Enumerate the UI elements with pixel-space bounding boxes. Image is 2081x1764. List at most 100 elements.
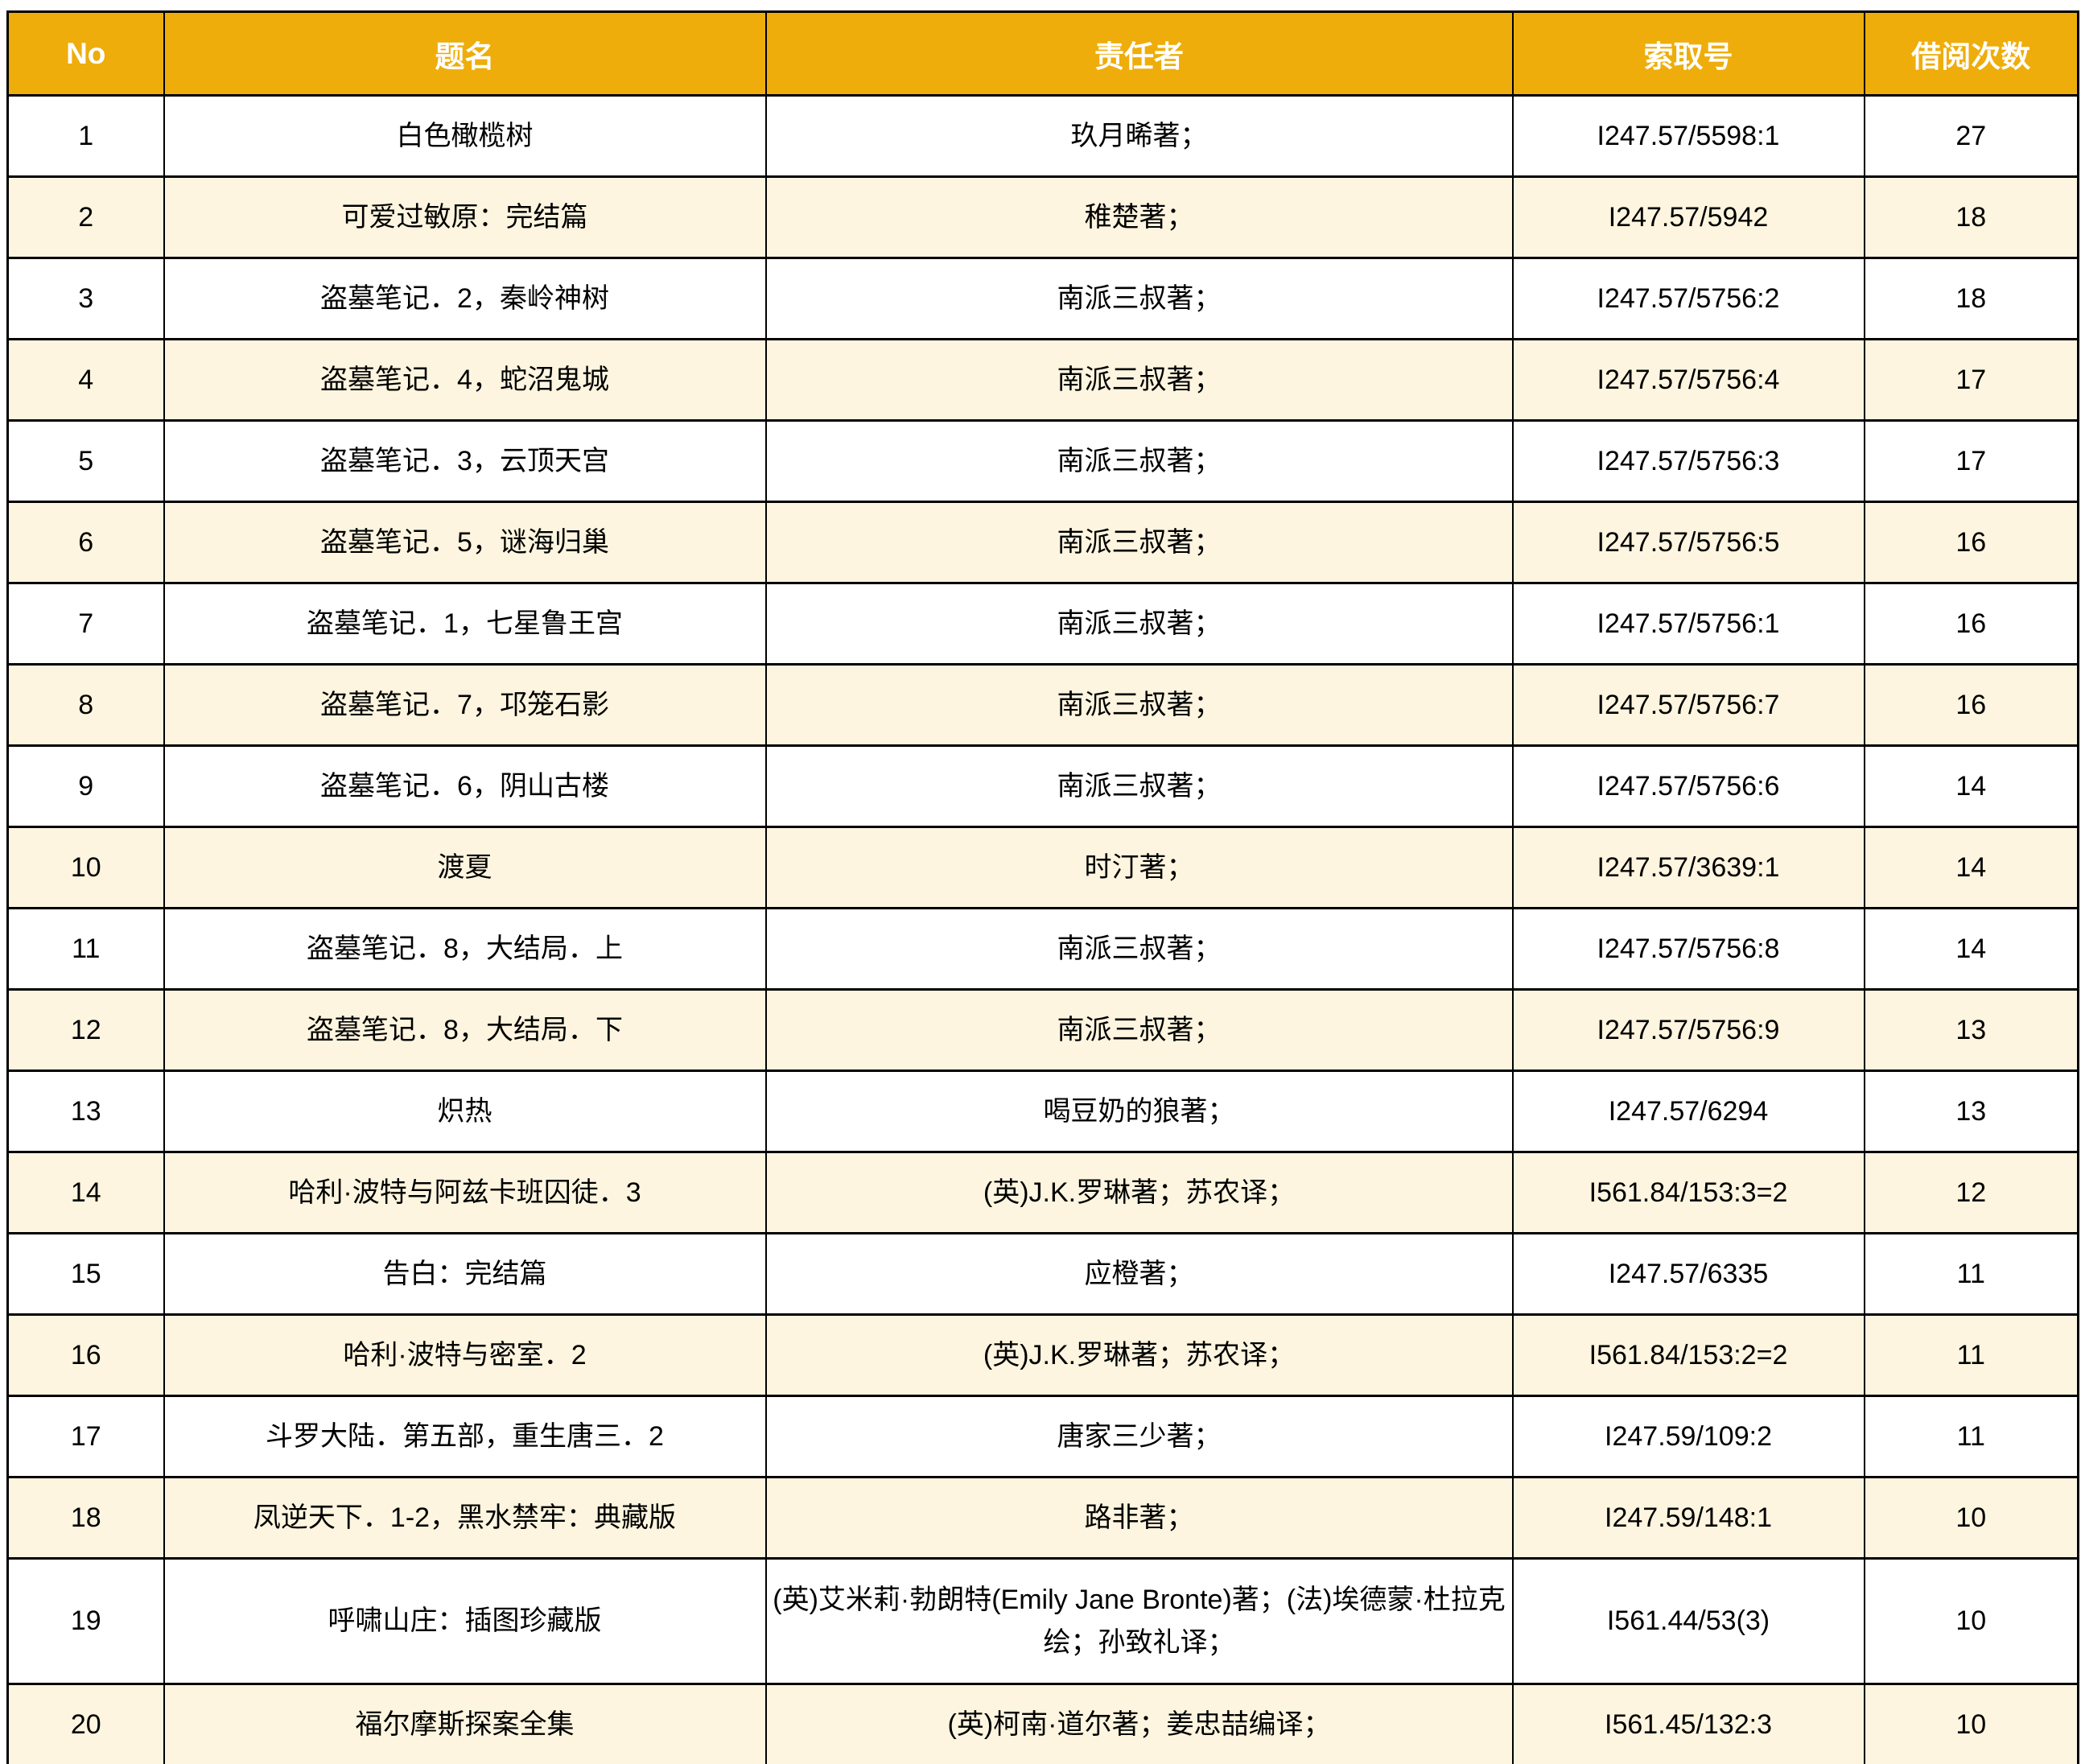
cell-borrow-count: 10 xyxy=(1863,1557,2079,1685)
cell-no: 12 xyxy=(6,988,165,1072)
cell-no: 13 xyxy=(6,1070,165,1153)
cell-no: 15 xyxy=(6,1232,165,1316)
table-row: 19 呼啸山庄：插图珍藏版 (英)艾米莉·勃朗特(Emily Jane Bronte… xyxy=(6,1557,2079,1685)
cell-call-no: I561.44/53(3) xyxy=(1511,1557,1865,1685)
cell-borrow-count: 18 xyxy=(1863,257,2079,340)
cell-no: 18 xyxy=(6,1476,165,1560)
cell-call-no: I561.45/132:3 xyxy=(1511,1683,1865,1764)
cell-borrow-count: 12 xyxy=(1863,1151,2079,1234)
cell-borrow-count: 16 xyxy=(1863,582,2079,666)
cell-author: 唐家三少著； xyxy=(764,1395,1514,1478)
cell-borrow-count: 14 xyxy=(1863,907,2079,991)
table-row: 20 福尔摩斯探案全集 (英)柯南·道尔著；姜忠喆编译； I561.45/132:3 1… xyxy=(6,1683,2079,1764)
table-row: 7 盗墓笔记．1，七星鲁王宫 南派三叔著； I247.57/5756:1 16 xyxy=(6,582,2079,666)
cell-title: 盗墓笔记．3，云顶天宫 xyxy=(163,419,767,503)
cell-no: 9 xyxy=(6,744,165,828)
table-row: 10 渡夏 时汀著； I247.57/3639:1 14 xyxy=(6,826,2079,909)
cell-borrow-count: 17 xyxy=(1863,338,2079,422)
cell-borrow-count: 13 xyxy=(1863,1070,2079,1153)
cell-title: 白色橄榄树 xyxy=(163,94,767,178)
cell-author: 南派三叔著； xyxy=(764,988,1514,1072)
cell-no: 4 xyxy=(6,338,165,422)
cell-call-no: I247.57/5756:2 xyxy=(1511,257,1865,340)
table-row: 12 盗墓笔记．8，大结局．下 南派三叔著； I247.57/5756:9 13 xyxy=(6,988,2079,1072)
table-row: 9 盗墓笔记．6，阴山古楼 南派三叔著； I247.57/5756:6 14 xyxy=(6,744,2079,828)
column-header-call-no: 索取号 xyxy=(1511,10,1865,97)
cell-no: 19 xyxy=(6,1557,165,1685)
cell-title: 凤逆天下．1-2，黑水禁牢：典藏版 xyxy=(163,1476,767,1560)
cell-call-no: I247.57/5756:4 xyxy=(1511,338,1865,422)
cell-call-no: I247.57/5756:9 xyxy=(1511,988,1865,1072)
column-header-no: No xyxy=(6,10,165,97)
column-header-count: 借阅次数 xyxy=(1863,10,2079,97)
cell-author: 喝豆奶的狼著； xyxy=(764,1070,1514,1153)
cell-author: (英)J.K.罗琳著；苏农译； xyxy=(764,1151,1514,1234)
cell-call-no: I247.57/5756:7 xyxy=(1511,663,1865,747)
cell-author: 南派三叔著； xyxy=(764,744,1514,828)
cell-borrow-count: 11 xyxy=(1863,1232,2079,1316)
cell-author: (英)J.K.罗琳著；苏农译； xyxy=(764,1313,1514,1397)
cell-author: (英)艾米莉·勃朗特(Emily Jane Bronte)著；(法)埃德蒙·杜拉… xyxy=(764,1557,1514,1685)
cell-borrow-count: 14 xyxy=(1863,826,2079,909)
cell-title: 告白：完结篇 xyxy=(163,1232,767,1316)
cell-call-no: I247.57/5598:1 xyxy=(1511,94,1865,178)
cell-no: 2 xyxy=(6,175,165,259)
cell-author: 南派三叔著； xyxy=(764,907,1514,991)
cell-borrow-count: 16 xyxy=(1863,663,2079,747)
table-row: 1 白色橄榄树 玖月晞著； I247.57/5598:1 27 xyxy=(6,94,2079,178)
cell-title: 哈利·波特与阿兹卡班囚徒．3 xyxy=(163,1151,767,1234)
cell-title: 渡夏 xyxy=(163,826,767,909)
cell-author: 玖月晞著； xyxy=(764,94,1514,178)
cell-title: 盗墓笔记．1，七星鲁王宫 xyxy=(163,582,767,666)
cell-no: 17 xyxy=(6,1395,165,1478)
cell-no: 5 xyxy=(6,419,165,503)
cell-borrow-count: 10 xyxy=(1863,1683,2079,1764)
cell-author: 南派三叔著； xyxy=(764,419,1514,503)
cell-call-no: I247.59/148:1 xyxy=(1511,1476,1865,1560)
table-row: 6 盗墓笔记．5，谜海归巢 南派三叔著； I247.57/5756:5 16 xyxy=(6,501,2079,584)
cell-author: 时汀著； xyxy=(764,826,1514,909)
cell-no: 20 xyxy=(6,1683,165,1764)
cell-title: 盗墓笔记．6，阴山古楼 xyxy=(163,744,767,828)
table-row: 4 盗墓笔记．4，蛇沼鬼城 南派三叔著； I247.57/5756:4 17 xyxy=(6,338,2079,422)
header-row: No 题名 责任者 索取号 借阅次数 xyxy=(6,10,2079,97)
cell-title: 哈利·波特与密室．2 xyxy=(163,1313,767,1397)
cell-author: 南派三叔著； xyxy=(764,338,1514,422)
cell-author: 南派三叔著； xyxy=(764,582,1514,666)
column-header-author: 责任者 xyxy=(764,10,1514,97)
cell-no: 14 xyxy=(6,1151,165,1234)
cell-call-no: I247.59/109:2 xyxy=(1511,1395,1865,1478)
table-row: 15 告白：完结篇 应橙著； I247.57/6335 11 xyxy=(6,1232,2079,1316)
cell-author: 南派三叔著； xyxy=(764,501,1514,584)
cell-no: 16 xyxy=(6,1313,165,1397)
cell-call-no: I247.57/5756:1 xyxy=(1511,582,1865,666)
cell-author: 稚楚著； xyxy=(764,175,1514,259)
cell-borrow-count: 11 xyxy=(1863,1313,2079,1397)
cell-borrow-count: 16 xyxy=(1863,501,2079,584)
table-row: 8 盗墓笔记．7，邛笼石影 南派三叔著； I247.57/5756:7 16 xyxy=(6,663,2079,747)
cell-borrow-count: 27 xyxy=(1863,94,2079,178)
cell-borrow-count: 11 xyxy=(1863,1395,2079,1478)
cell-author: 南派三叔著； xyxy=(764,257,1514,340)
cell-borrow-count: 18 xyxy=(1863,175,2079,259)
cell-author: 南派三叔著； xyxy=(764,663,1514,747)
cell-call-no: I247.57/6294 xyxy=(1511,1070,1865,1153)
cell-title: 盗墓笔记．8，大结局．上 xyxy=(163,907,767,991)
cell-no: 8 xyxy=(6,663,165,747)
cell-no: 11 xyxy=(6,907,165,991)
borrow-stats-table: No 题名 责任者 索取号 借阅次数 1 白色橄榄树 玖月晞著； I247.57/55… xyxy=(6,10,2079,1764)
table-row: 3 盗墓笔记．2，秦岭神树 南派三叔著； I247.57/5756:2 18 xyxy=(6,257,2079,340)
cell-call-no: I247.57/5756:5 xyxy=(1511,501,1865,584)
cell-title: 斗罗大陆．第五部，重生唐三．2 xyxy=(163,1395,767,1478)
table-row: 5 盗墓笔记．3，云顶天宫 南派三叔著； I247.57/5756:3 17 xyxy=(6,419,2079,503)
cell-title: 盗墓笔记．7，邛笼石影 xyxy=(163,663,767,747)
table-row: 17 斗罗大陆．第五部，重生唐三．2 唐家三少著； I247.59/109:2 11 xyxy=(6,1395,2079,1478)
cell-call-no: I247.57/5756:3 xyxy=(1511,419,1865,503)
cell-title: 炽热 xyxy=(163,1070,767,1153)
cell-title: 可爱过敏原：完结篇 xyxy=(163,175,767,259)
table-header: No 题名 责任者 索取号 借阅次数 xyxy=(6,10,2079,97)
cell-borrow-count: 17 xyxy=(1863,419,2079,503)
cell-title: 盗墓笔记．2，秦岭神树 xyxy=(163,257,767,340)
table-row: 14 哈利·波特与阿兹卡班囚徒．3 (英)J.K.罗琳著；苏农译； I561.84/1… xyxy=(6,1151,2079,1234)
cell-borrow-count: 13 xyxy=(1863,988,2079,1072)
